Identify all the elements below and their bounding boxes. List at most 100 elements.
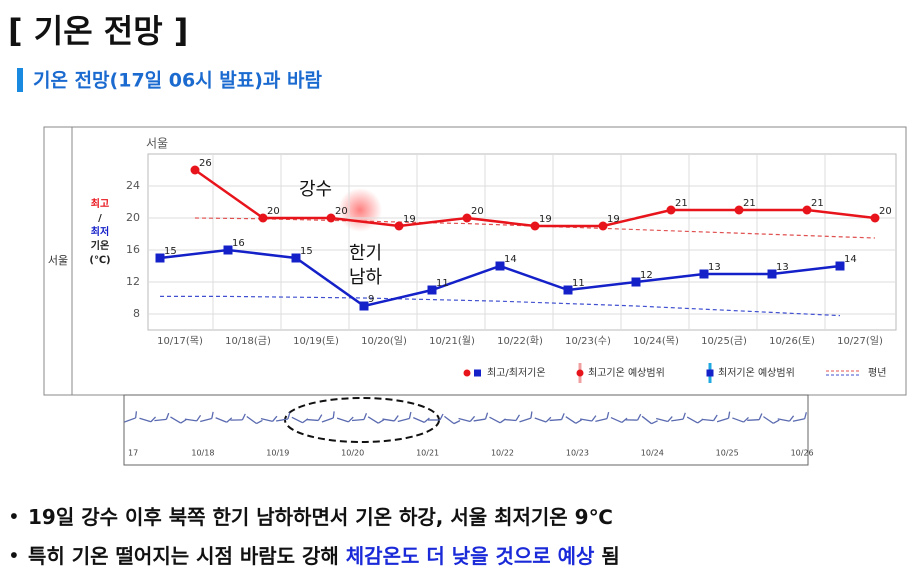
wind-label: 10/26 [791,449,814,458]
wind-barb-shaft [275,418,289,422]
point [598,221,608,231]
x-tick-label: 10/26(토) [769,336,815,347]
wind-barb [549,413,565,422]
wind-barb-flag [150,416,157,423]
wind-barb-shaft [565,416,577,424]
wind-barb [503,414,521,422]
y-tick-label: 24 [126,179,140,192]
wind-barb [413,417,430,423]
point [666,205,676,215]
bullet-part: 됨 [594,544,619,568]
point [258,213,268,223]
x-tick-label: 10/21(월) [429,335,475,347]
data-label: 14 [504,254,517,265]
wind-barb [397,411,412,423]
wind-label: 10/25 [716,449,739,458]
bullet-text: 19일 강수 이후 북쪽 한기 남하하면서 기온 하강, 서울 최저기온 9℃ [28,505,613,529]
wind-barb-shaft [413,417,425,423]
wind-barb-flag [773,419,780,424]
wind-barb-shaft [215,417,228,423]
y-tick-label: 16 [126,243,140,256]
wind-barb-shaft [260,418,273,422]
data-label: 19 [607,214,620,225]
normal-line [194,217,876,239]
x-tick-label: 10/20(일) [361,335,407,347]
row-label: 서울 [48,254,68,267]
wind-barb [444,415,461,425]
page-title: [ 기온 전망 ] [8,12,188,50]
wind-barb [321,411,335,423]
wind-barb [154,412,170,422]
legend-label: 최고/최저기온 [487,367,546,379]
point [870,213,880,223]
wind-barb-shaft [397,417,410,423]
data-label: 20 [471,206,484,217]
y-tick-label: 20 [126,211,140,224]
wind-barb [382,415,399,422]
bullet-dot: • [8,505,20,529]
x-tick-label: 10/22(화) [497,335,543,347]
wind-barb [701,414,718,422]
point [155,253,165,263]
point [734,205,744,215]
wind-barb-flag [713,414,718,421]
wind-barb-shaft [777,418,790,422]
annotation: 남하 [349,267,383,288]
wind-barb [306,414,323,422]
wind-label: 10/18 [191,449,214,458]
y-axis-title: 기온 [91,239,109,252]
wind-barb [777,415,795,422]
wind-barb-shaft [382,418,395,422]
wind-barb-shaft [595,418,608,422]
wind-barb-flag [241,413,246,421]
wind-barb [170,416,187,424]
wind-barb-shaft [124,417,136,423]
data-label: 15 [300,246,313,257]
wind-barb-flag [575,419,582,424]
wind-barb [610,416,628,424]
legend-label: 최고기온 예상범위 [588,366,665,379]
data-label: 19 [539,214,552,225]
wind-barb-shaft [641,415,652,425]
legend-marker [474,369,481,377]
point [835,261,845,271]
wind-barb-flag [134,411,138,419]
legend-marker [463,369,471,377]
wind-barb-flag [727,411,731,419]
wind-barb-flag [180,418,187,424]
y-axis-title: 최고 [91,197,109,210]
wind-barb [351,412,368,422]
wind-label: 10/19 [266,449,289,458]
wind-barb-shaft [473,418,486,422]
bullet-text: 특히 기온 떨어지는 시점 바람도 강해 체감온도 더 낮을 것으로 예상 됨 [28,544,620,568]
data-label: 11 [572,278,585,289]
wind-barb [641,415,658,425]
wind-barb-flag [788,415,795,422]
wind-barb-flag [637,413,642,421]
subtitle: 기온 전망(17일 06시 발표)과 바람 [33,70,323,92]
point [394,221,404,231]
wind-barb-shaft [671,418,684,422]
wind-barb [200,411,214,423]
point [767,269,777,279]
station-label: 서울 [146,137,168,151]
point [359,301,369,311]
data-label: 14 [844,254,857,265]
wind-barb [792,412,807,422]
bullet-part: 체감온도 더 낮을 것으로 예상 [346,544,595,568]
data-label: 12 [640,270,653,281]
wind-barb-flag [377,419,385,424]
wind-barb-shaft [701,418,714,422]
wind-barb-flag [196,414,202,422]
data-label: 21 [743,198,756,209]
wind-barb-flag [651,420,658,425]
wind-barb-flag [682,412,686,420]
wind-barb-shaft [763,416,774,424]
legend-label: 평년 [868,367,886,379]
wind-barb [625,413,642,421]
wind-label: 10/23 [566,449,589,458]
wind-strip [123,394,809,466]
wind-barb-flag [560,413,565,420]
bullet-dot: • [8,544,20,568]
